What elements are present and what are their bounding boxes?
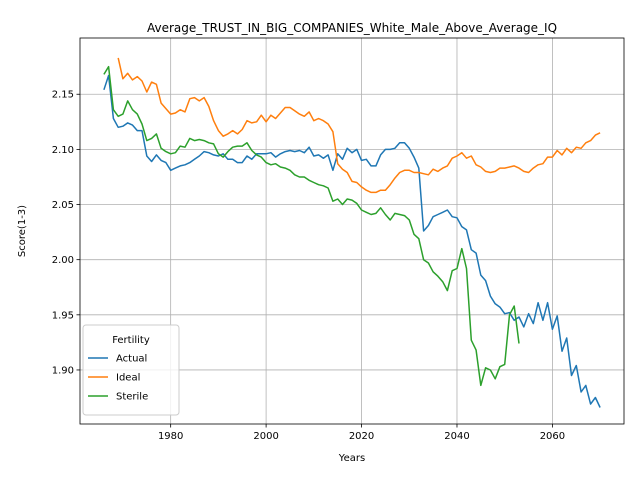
- y-tick-label: 2.00: [52, 255, 74, 266]
- legend-title: Fertility: [112, 335, 150, 346]
- x-tick-label: 2020: [349, 431, 374, 442]
- legend-label-actual: Actual: [116, 354, 147, 365]
- series-line-sterile: [103, 65, 520, 387]
- y-tick-label: 2.15: [52, 90, 74, 101]
- x-tick-label: 2040: [444, 431, 469, 442]
- legend: Fertility Actual Ideal Sterile: [82, 324, 180, 416]
- legend-label-ideal: Ideal: [116, 373, 140, 384]
- legend-frame: [82, 324, 180, 416]
- y-tick-label: 2.10: [52, 145, 74, 156]
- y-tick-label: 1.95: [52, 310, 74, 321]
- series-lines: [103, 57, 601, 408]
- x-tick-label: 1980: [158, 431, 183, 442]
- series-line-ideal: [117, 57, 601, 194]
- x-tick-label: 2060: [540, 431, 565, 442]
- axis-ticks: 1980 2000 2020 2040 2060 1.90 1.95 2.00 2.05 2.10…: [52, 90, 565, 442]
- y-tick-label: 1.90: [52, 365, 74, 376]
- plot-frame: [79, 37, 625, 425]
- x-axis-label: Years: [338, 453, 365, 464]
- x-tick-label: 2000: [253, 431, 278, 442]
- chart-title: Average_TRUST_IN_BIG_COMPANIES_White_Mal…: [147, 21, 557, 35]
- y-axis-label: Score(1-3): [17, 205, 28, 257]
- grid: [80, 38, 624, 424]
- series-line-actual: [103, 74, 601, 408]
- legend-label-sterile: Sterile: [116, 392, 148, 403]
- y-tick-label: 2.05: [52, 200, 74, 211]
